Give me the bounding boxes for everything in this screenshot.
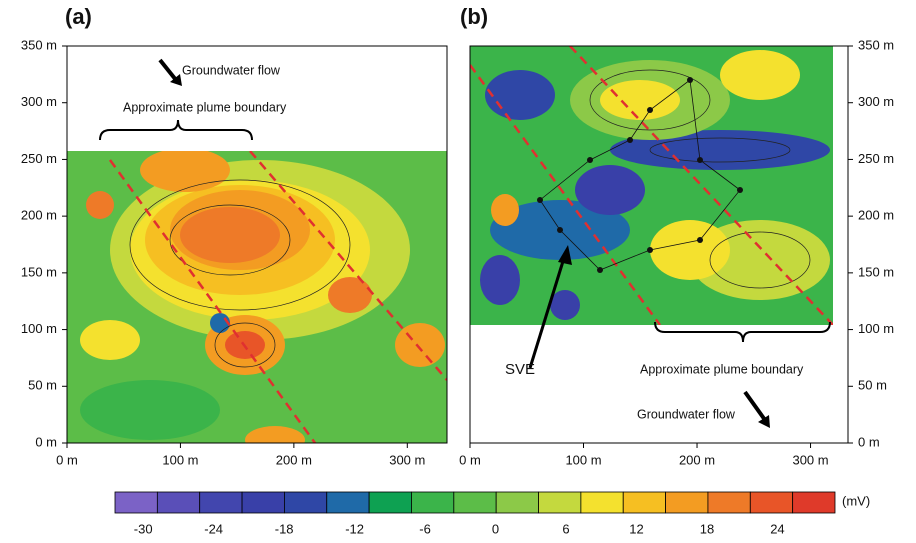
y-tick-label: 0 m [35,434,57,449]
frame-b [469,45,849,444]
colorbar-cell [199,491,243,514]
colorbar-cell [453,491,497,514]
colorbar-tick-label: 6 [562,521,569,536]
colorbar-cell [665,491,709,514]
y-tick-label: 350 m [21,37,57,52]
flow-arrow-b [743,390,767,422]
colorbar-cell [368,491,412,514]
annotation: Approximate plume boundary [640,362,804,376]
x-tick-label: 0 m [56,452,78,467]
colorbar-tick-label: -6 [419,521,431,536]
y-tick-label: 300 m [858,94,894,109]
colorbar-cell [622,491,666,514]
colorbar-cell [156,491,201,514]
colorbar-tick-label: 24 [770,521,784,536]
colorbar-cell [241,491,285,514]
panel-label: (b) [460,4,488,29]
annotation: SVE [505,361,535,378]
colorbar-cell [114,491,158,514]
y-tick-label: 250 m [858,151,894,166]
map-a [67,151,447,443]
annotation: Groundwater flow [182,63,281,77]
colorbar-tick-label: -18 [275,521,294,536]
annotation: Approximate plume boundary [123,100,287,114]
x-tick-label: 100 m [565,452,601,467]
x-tick-label: 0 m [459,452,481,467]
y-tick-label: 200 m [21,208,57,223]
colorbar-cell [284,491,328,514]
colorbar-cell [792,491,836,514]
y-tick-label: 350 m [858,37,894,52]
colorbar-cell [326,491,370,514]
colorbar-tick-label: -24 [204,521,223,536]
annotation: Groundwater flow [637,407,736,421]
brace-a [99,119,253,141]
colorbar-cell [411,491,455,514]
colorbar-cell [749,491,794,514]
map-b [470,46,833,325]
flow-arrow-a [158,58,178,82]
colorbar-unit: (mV) [842,493,870,508]
colorbar-tick-label: -30 [134,521,153,536]
x-tick-label: 200 m [276,452,312,467]
colorbar-tick-label: 18 [700,521,714,536]
sve-arrow [528,257,566,369]
colorbar-cell [495,491,539,514]
y-tick-label: 150 m [21,264,57,279]
colorbar-tick-label: 0 [492,521,499,536]
x-tick-label: 300 m [792,452,828,467]
y-tick-label: 150 m [858,264,894,279]
y-tick-label: 250 m [21,151,57,166]
x-tick-label: 300 m [389,452,425,467]
frame-a [66,45,448,444]
colorbar-tick-label: 12 [629,521,643,536]
panel-label: (a) [65,4,92,29]
y-tick-label: 100 m [21,321,57,336]
y-tick-label: 50 m [28,378,57,393]
y-tick-label: 50 m [858,378,887,393]
x-tick-label: 100 m [162,452,198,467]
y-tick-label: 0 m [858,434,880,449]
y-tick-label: 100 m [858,321,894,336]
x-tick-label: 200 m [679,452,715,467]
colorbar-tick-label: -12 [345,521,364,536]
colorbar-cell [538,491,582,514]
y-tick-label: 200 m [858,208,894,223]
colorbar-cell [580,491,624,514]
y-tick-label: 300 m [21,94,57,109]
colorbar-cell [707,491,751,514]
brace-b [654,321,831,343]
